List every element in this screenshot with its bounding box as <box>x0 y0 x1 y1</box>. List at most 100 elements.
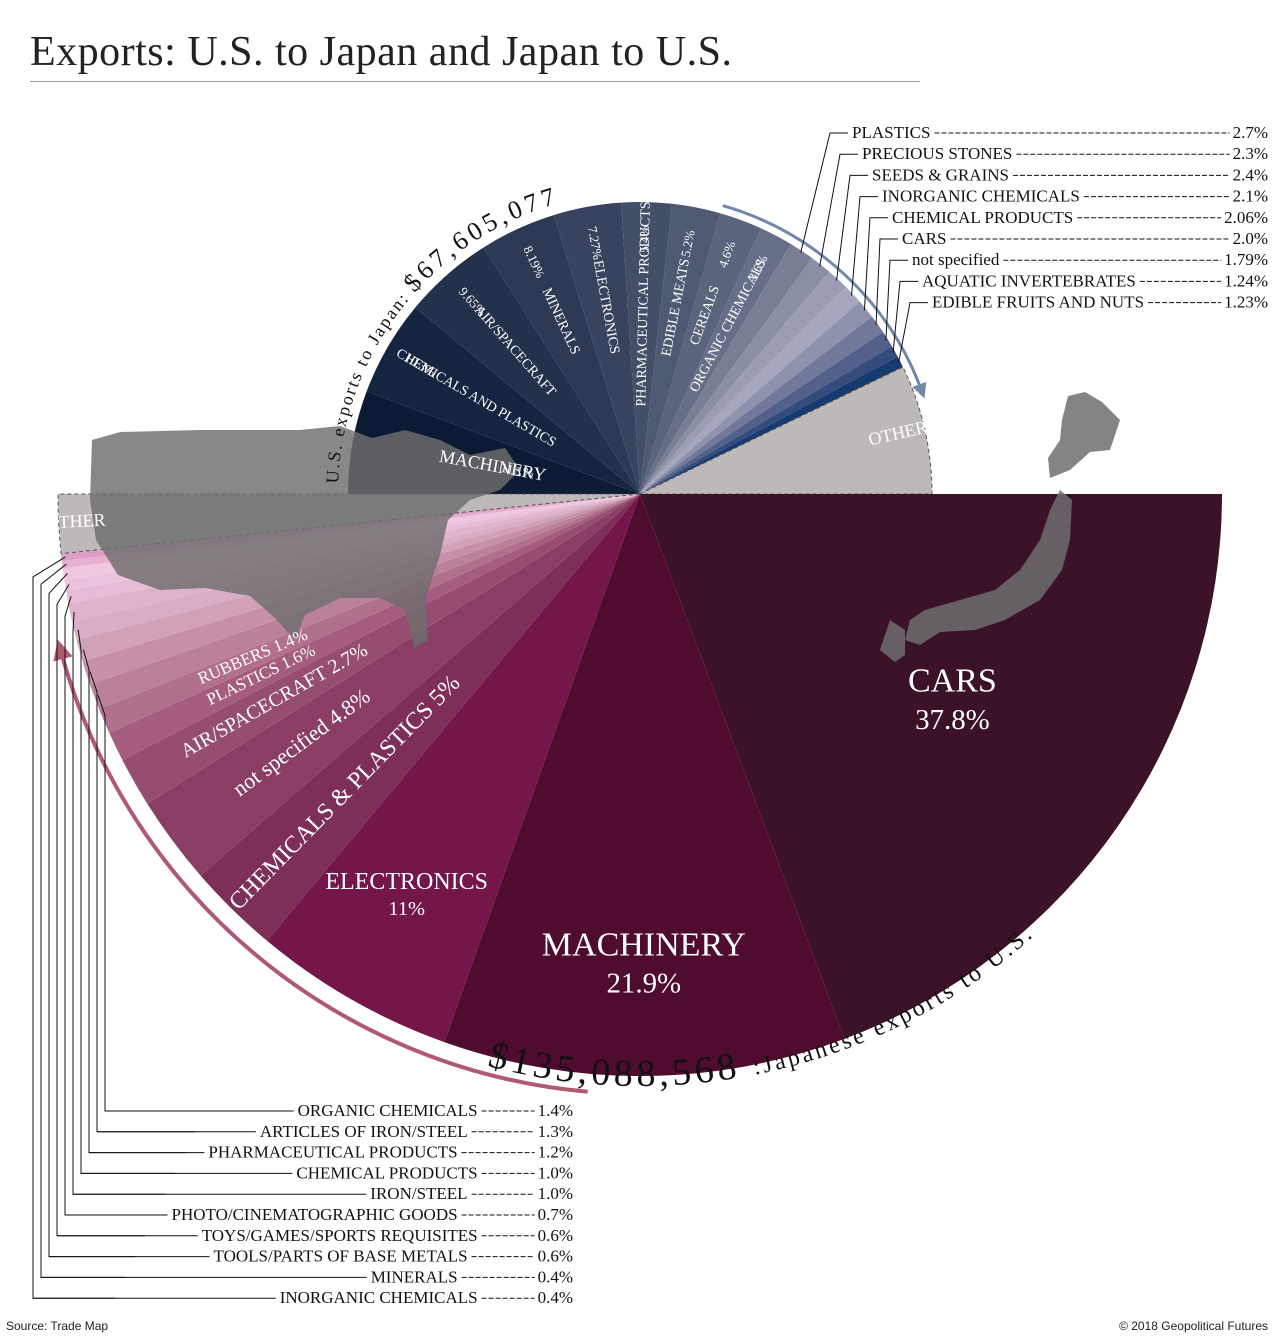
japan-leader-articles-of-iron-steel: 1.3% ARTICLES OF IRON/STEEL <box>89 671 573 1141</box>
country-maps <box>90 392 1120 662</box>
us-label-pharmaceutical-products-pct: 5.4% <box>636 225 652 253</box>
us-leader-label: SEEDS & GRAINS <box>872 165 1009 184</box>
japan-slice-electronics <box>267 494 640 1043</box>
us-leader-label: INORGANIC CHEMICALS <box>882 187 1080 206</box>
japan-slice-air-spacecraft <box>122 494 640 804</box>
us-leader-label: EDIBLE FRUITS AND NUTS <box>932 293 1144 312</box>
us-slice-inorganic-chemicals <box>640 287 860 494</box>
us-label-edible-meats-pct: 5.2% <box>678 229 698 259</box>
japan-leader-pct: 1.3% <box>538 1122 573 1141</box>
us-label-electronics-pct: 7.27% <box>585 225 606 261</box>
japan-leader-label: MINERALS <box>371 1267 458 1286</box>
us-leader-label: PRECIOUS STONES <box>862 144 1012 163</box>
us-leader-pct: 2.7% <box>1233 123 1268 142</box>
japan-label-cars-pct: 37.8% <box>915 704 990 736</box>
us-slice-edible-meats <box>640 203 721 494</box>
japan-leader-chemical-products: 1.0% CHEMICAL PRODUCTS <box>77 629 573 1182</box>
us-slice-minerals <box>483 215 640 494</box>
us-leader-pct: 2.06% <box>1224 208 1268 227</box>
japan-label-other: OTHER <box>45 510 106 533</box>
us-leader-label: not specified <box>912 250 1000 269</box>
us-exports-slices <box>348 202 933 495</box>
japan-leader-pct: 0.4% <box>538 1288 573 1307</box>
japan-direction-arrow <box>53 639 588 1094</box>
japan-leader-label: TOYS/GAMES/SPORTS REQUISITES <box>202 1226 478 1245</box>
japan-slice-not-specified <box>147 494 640 876</box>
japan-leader-minerals: 0.4% MINERALS <box>40 563 573 1286</box>
japan-slice-chemicals-plastics <box>200 494 641 941</box>
us-slice-chemical-products <box>640 301 872 494</box>
leader-labels: PLASTICS 2.7% PRECIOUS STONES 2.3% SEEDS & G… <box>32 123 1268 1307</box>
japan-slice-cars <box>640 494 1222 1039</box>
us-leader-aquatic-invertebrates: AQUATIC INVERTEBRATES 1.24% <box>892 271 1268 353</box>
japan-leader-pct: 1.2% <box>538 1143 573 1162</box>
japan-leader-label: IRON/STEEL <box>370 1184 467 1203</box>
us-leader-pct: 2.4% <box>1233 165 1268 184</box>
us-slice-precious-stones <box>640 258 830 494</box>
japan-leader-label: ARTICLES OF IRON/STEEL <box>260 1122 468 1141</box>
us-label-machinery-pct: 11.1% <box>500 460 535 481</box>
japan-leader-pct: 0.6% <box>538 1226 573 1245</box>
japan-leader-organic-chemicals: 1.4% ORGANIC CHEMICALS <box>97 695 573 1120</box>
japan-map-silhouette <box>880 392 1120 662</box>
us-leader-seeds-grains: SEEDS & GRAINS 2.4% <box>836 165 1268 281</box>
us-leader-label: PLASTICS <box>852 123 930 142</box>
us-leader-label: AQUATIC INVERTEBRATES <box>922 271 1136 290</box>
japan-leader-pharmaceutical-products: 1.2% PHARMACEUTICAL PRODUCTS <box>82 649 573 1162</box>
japan-leader-label: PHOTO/CINEMATOGRAPHIC GOODS <box>172 1205 458 1224</box>
us-slice-chemicals-and-plastics <box>366 307 640 494</box>
japan-leader-pct: 1.0% <box>538 1163 573 1182</box>
us-slice-air-spacecraft <box>415 247 640 494</box>
title-divider <box>30 81 920 82</box>
us-leader-plastics: PLASTICS 2.7% <box>800 123 1268 253</box>
page-title: Exports: U.S. to Japan and Japan to U.S. <box>30 29 733 75</box>
us-label-pharmaceutical-products: PHARMACEUTICAL PRODUCTS <box>634 201 654 407</box>
us-slice-organic-chemicals <box>640 228 792 495</box>
japan-label-cars: CARS <box>908 663 997 700</box>
us-slice-aquatic-invertebrates <box>640 346 898 494</box>
japan-leader-label: PHARMACEUTICAL PRODUCTS <box>208 1143 457 1162</box>
us-slice-not-specified <box>640 332 892 494</box>
source-note: Source: Trade Map <box>6 1319 109 1333</box>
us-direction-arrow <box>722 204 927 399</box>
us-slice-seeds-grains <box>640 271 847 494</box>
usa-map-silhouette <box>90 426 520 648</box>
japan-leader-label: ORGANIC CHEMICALS <box>298 1101 478 1120</box>
japan-leader-pct: 1.4% <box>538 1101 573 1120</box>
us-leader-pct: 2.1% <box>1233 187 1268 206</box>
japan-leader-label: CHEMICAL PRODUCTS <box>296 1163 477 1182</box>
japan-leader-label: TOOLS/PARTS OF BASE METALS <box>214 1247 468 1266</box>
us-slice-cars <box>640 316 883 494</box>
us-leader-not-specified: not specified 1.79% <box>885 250 1268 341</box>
japan-slice-rubbers <box>99 494 640 733</box>
japan-slice-plastics <box>109 494 640 760</box>
us-leader-label: CARS <box>902 229 946 248</box>
us-slice-pharmaceutical-products <box>621 202 673 494</box>
japan-leader-pct: 1.0% <box>538 1184 573 1203</box>
us-slice-plastics <box>640 244 813 494</box>
japan-leader-toys-games-sports-requisites: 0.6% TOYS/GAMES/SPORTS REQUISITES <box>56 584 573 1245</box>
us-slice-electronics <box>553 202 640 494</box>
us-leader-precious-stones: PRECIOUS STONES 2.3% <box>819 144 1268 267</box>
japan-slice-machinery <box>444 494 845 1077</box>
copyright-note: © 2018 Geopolitical Futures <box>1119 1319 1268 1333</box>
japan-leader-photo-cinematographic-goods: 0.7% PHOTO/CINEMATOGRAPHIC GOODS <box>64 596 573 1224</box>
us-leader-chemical-products: CHEMICAL PRODUCTS 2.06% <box>863 208 1268 311</box>
japan-label-machinery: MACHINERY <box>542 926 746 963</box>
japan-label-machinery-pct: 21.9% <box>606 968 681 1000</box>
us-leader-pct: 1.79% <box>1224 250 1268 269</box>
us-leader-inorganic-chemicals: INORGANIC CHEMICALS 2.1% <box>851 187 1268 296</box>
us-leader-pct: 1.24% <box>1224 271 1268 290</box>
japan-leader-label: INORGANIC CHEMICALS <box>280 1288 478 1307</box>
us-leader-pct: 2.0% <box>1233 229 1268 248</box>
us-leader-label: CHEMICAL PRODUCTS <box>892 208 1073 227</box>
us-leader-cars: CARS 2.0% <box>875 229 1268 326</box>
us-slice-other <box>639 366 933 495</box>
japan-leader-inorganic-chemicals: 0.4% INORGANIC CHEMICALS <box>32 556 573 1307</box>
us-leader-pct: 1.23% <box>1224 293 1268 312</box>
japan-slice-organic-chemicals <box>90 494 641 709</box>
japan-leader-pct: 0.4% <box>538 1267 573 1286</box>
japan-label-electronics: ELECTRONICS <box>325 869 488 895</box>
us-slice-edible-fruits-and-nuts <box>640 356 903 494</box>
